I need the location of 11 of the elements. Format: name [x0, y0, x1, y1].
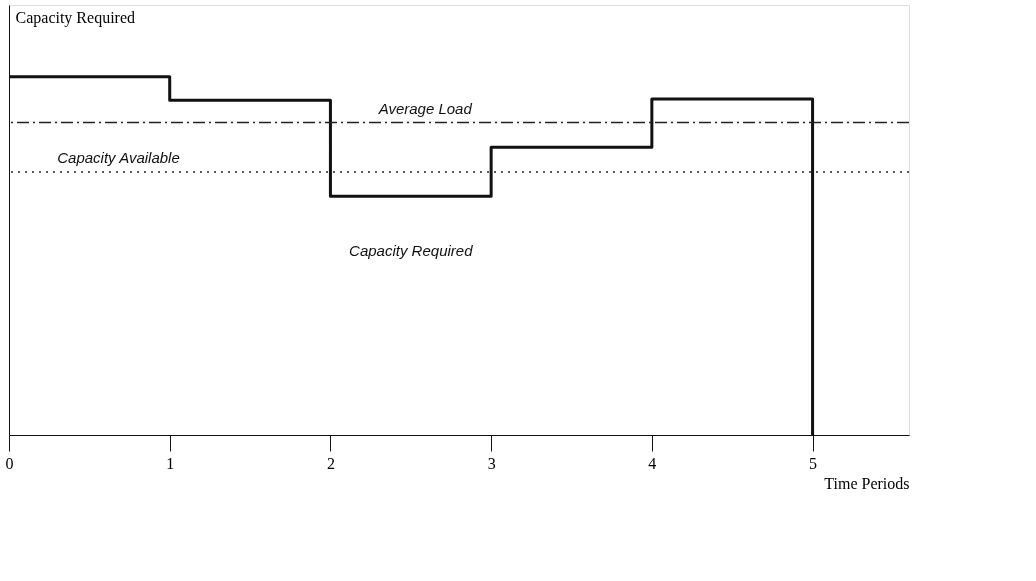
x-axis-title: Time Periods	[824, 474, 910, 492]
x-tick-label: 1	[166, 454, 175, 472]
x-tick-label: 5	[809, 454, 818, 472]
ref-line-label: Capacity Available	[57, 148, 180, 166]
x-tick-label: 0	[5, 454, 14, 472]
ref-line-label: Average Load	[377, 99, 473, 117]
x-tick-label: 3	[487, 454, 496, 472]
y-axis-title: Capacity Required	[15, 8, 136, 27]
x-tick-label: 4	[648, 454, 657, 472]
text: Capacity Required	[349, 242, 474, 260]
x-tick-label: 2	[326, 454, 335, 472]
